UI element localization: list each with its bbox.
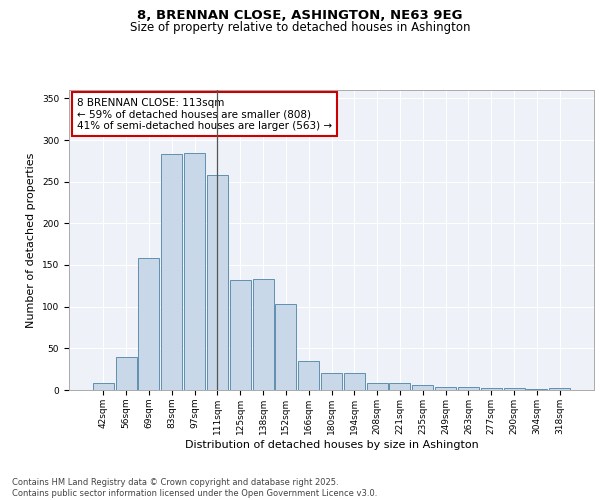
Y-axis label: Number of detached properties: Number of detached properties bbox=[26, 152, 37, 328]
Bar bbox=[207, 175, 228, 390]
Bar bbox=[344, 374, 365, 390]
Text: 8 BRENNAN CLOSE: 113sqm
← 59% of detached houses are smaller (808)
41% of semi-d: 8 BRENNAN CLOSE: 113sqm ← 59% of detache… bbox=[77, 98, 332, 130]
Bar bbox=[458, 386, 479, 390]
Bar bbox=[275, 304, 296, 390]
Text: Size of property relative to detached houses in Ashington: Size of property relative to detached ho… bbox=[130, 21, 470, 34]
Bar bbox=[93, 384, 114, 390]
X-axis label: Distribution of detached houses by size in Ashington: Distribution of detached houses by size … bbox=[185, 440, 478, 450]
Bar bbox=[184, 152, 205, 390]
Bar bbox=[161, 154, 182, 390]
Bar bbox=[503, 388, 524, 390]
Bar bbox=[367, 384, 388, 390]
Bar bbox=[389, 384, 410, 390]
Bar bbox=[435, 386, 456, 390]
Bar bbox=[253, 279, 274, 390]
Bar bbox=[116, 356, 137, 390]
Bar bbox=[481, 388, 502, 390]
Bar bbox=[321, 374, 342, 390]
Bar bbox=[139, 258, 160, 390]
Text: Contains HM Land Registry data © Crown copyright and database right 2025.
Contai: Contains HM Land Registry data © Crown c… bbox=[12, 478, 377, 498]
Bar bbox=[230, 280, 251, 390]
Bar bbox=[412, 385, 433, 390]
Bar bbox=[526, 389, 547, 390]
Bar bbox=[549, 388, 570, 390]
Text: 8, BRENNAN CLOSE, ASHINGTON, NE63 9EG: 8, BRENNAN CLOSE, ASHINGTON, NE63 9EG bbox=[137, 9, 463, 22]
Bar bbox=[298, 361, 319, 390]
